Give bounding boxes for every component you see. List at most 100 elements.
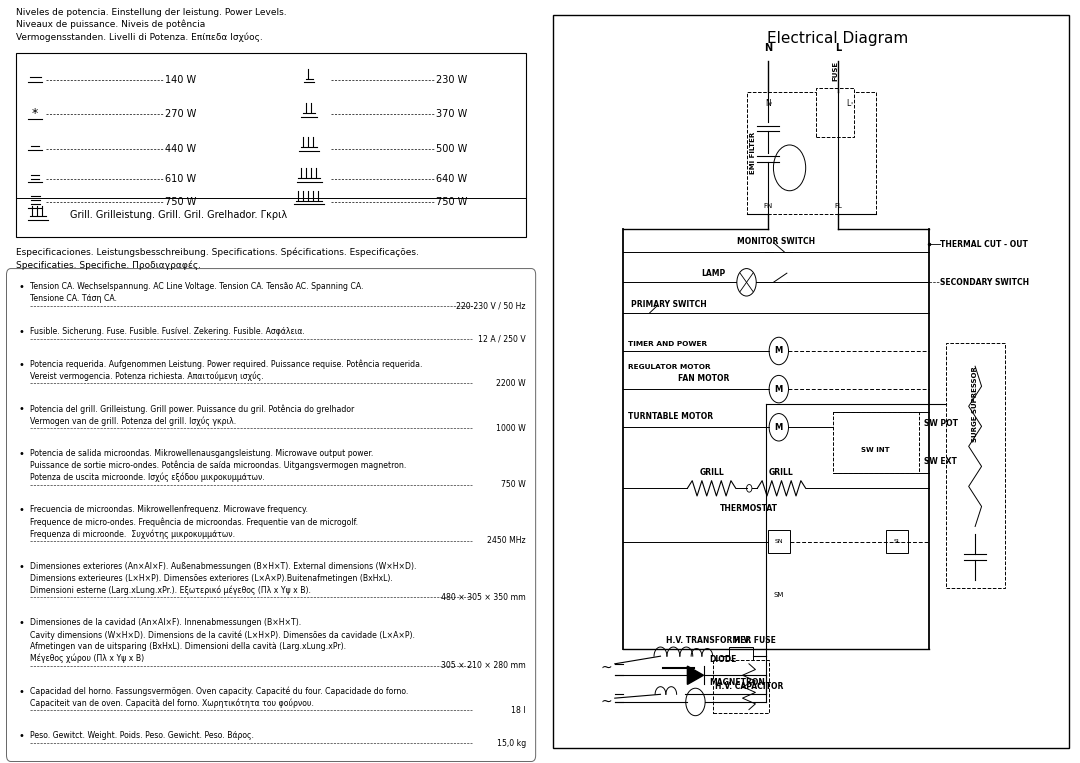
Text: H.V. CAPACITOR: H.V. CAPACITOR	[715, 682, 784, 691]
Text: MONITOR SWITCH: MONITOR SWITCH	[737, 237, 815, 246]
Text: SURGE SUPRESSOR: SURGE SUPRESSOR	[972, 366, 978, 443]
Text: Potencia de salida microondas. Mikrowellenausgangsleistung. Microwave output pow: Potencia de salida microondas. Mikrowell…	[30, 449, 374, 458]
Bar	[768, 530, 789, 553]
Text: TURNTABLE MOTOR: TURNTABLE MOTOR	[629, 412, 713, 421]
Text: SN: SN	[774, 539, 783, 544]
Text: 750 W: 750 W	[501, 480, 526, 489]
Circle shape	[773, 145, 806, 191]
Text: •: •	[19, 360, 25, 370]
Text: Vereist vermogencia. Potenza richiesta. Απαιτούμενη ισχύς.: Vereist vermogencia. Potenza richiesta. …	[30, 372, 264, 381]
Text: N: N	[765, 98, 771, 108]
Text: MAGNETRON: MAGNETRON	[708, 678, 765, 687]
Text: L: L	[847, 98, 851, 108]
Text: ~: ~	[600, 661, 612, 674]
Text: •: •	[19, 687, 25, 697]
Text: •: •	[19, 562, 25, 572]
Text: Dimensions exterieures (L×H×P). Dimensões exteriores (L×A×P).Buitenafmetingen (B: Dimensions exterieures (L×H×P). Dimensõe…	[30, 574, 393, 583]
Text: SM: SM	[773, 592, 784, 598]
Text: Dimensiones de la cavidad (An×Al×F). Innenabmessungen (B×H×T).: Dimensiones de la cavidad (An×Al×F). Inn…	[30, 618, 301, 627]
Text: GRILL: GRILL	[699, 468, 724, 477]
Text: •: •	[19, 618, 25, 629]
Text: Frequenza di microonde.  Συχνότης μικροκυμμάτων.: Frequenza di microonde. Συχνότης μικροκυ…	[30, 530, 235, 539]
Text: Μέγεθος χώρου (Πλ x Υψ x Β): Μέγεθος χώρου (Πλ x Υψ x Β)	[30, 654, 144, 663]
Text: EMI FILTER: EMI FILTER	[750, 131, 756, 174]
Text: 12 A / 250 V: 12 A / 250 V	[478, 334, 526, 343]
Bar	[816, 88, 854, 137]
Text: 1000 W: 1000 W	[496, 423, 526, 433]
Text: Electrical Diagram: Electrical Diagram	[768, 31, 908, 46]
Circle shape	[769, 414, 788, 441]
Text: 15,0 kg: 15,0 kg	[497, 739, 526, 748]
Bar	[16, 53, 526, 237]
Text: Afmetingen van de uitsparing (BxHxL). Dimensioni della cavità (Larg.xLung.xPr).: Afmetingen van de uitsparing (BxHxL). Di…	[30, 642, 346, 651]
Text: 18 l: 18 l	[511, 706, 526, 715]
Text: TIMER AND POWER: TIMER AND POWER	[629, 341, 707, 347]
Text: 230 W: 230 W	[436, 75, 468, 85]
Circle shape	[686, 688, 705, 716]
Text: SW EXT: SW EXT	[924, 457, 957, 466]
Text: SW POT: SW POT	[924, 419, 958, 428]
Text: •: •	[19, 404, 25, 414]
Text: *: *	[32, 107, 39, 121]
Text: •: •	[19, 282, 25, 292]
Text: Cavity dimensions (W×H×D). Dimensions de la cavité (L×H×P). Dimensões da cavidad: Cavity dimensions (W×H×D). Dimensions de…	[30, 630, 415, 639]
Text: PRIMARY SWITCH: PRIMARY SWITCH	[631, 300, 706, 309]
Text: THERMOSTAT: THERMOSTAT	[720, 504, 779, 513]
Text: LAMP: LAMP	[701, 269, 725, 278]
Text: Especificaciones. Leistungsbesschreibung. Specifications. Spécifications. Especi: Especificaciones. Leistungsbesschreibung…	[16, 248, 419, 270]
Text: DIODE: DIODE	[708, 655, 737, 664]
Text: SW INT: SW INT	[862, 447, 890, 453]
Text: Dimensiones exteriores (An×Al×F). Außenabmessungen (B×H×T). External dimensions : Dimensiones exteriores (An×Al×F). Außena…	[30, 562, 416, 571]
Circle shape	[746, 485, 752, 492]
Text: 640 W: 640 W	[436, 174, 468, 185]
Text: Vermogen van de grill. Potenza del grill. Ισχύς γκριλ.: Vermogen van de grill. Potenza del grill…	[30, 417, 237, 426]
Text: •: •	[19, 327, 25, 337]
Bar	[833, 412, 919, 473]
Bar	[946, 343, 1004, 588]
Bar	[729, 647, 753, 665]
Text: ': '	[850, 102, 852, 111]
Text: ~: ~	[600, 695, 612, 709]
Text: 610 W: 610 W	[165, 174, 197, 185]
Text: 480 × 305 × 350 mm: 480 × 305 × 350 mm	[441, 593, 526, 602]
Text: Potencia del grill. Grilleistung. Grill power. Puissance du gril. Potência do gr: Potencia del grill. Grilleistung. Grill …	[30, 404, 354, 414]
Text: H.V. FUSE: H.V. FUSE	[734, 636, 777, 645]
Text: FUSE: FUSE	[833, 61, 838, 81]
Text: Potenza de uscita microonde. Ισχύς εξόδου μικροκυμμάτων.: Potenza de uscita microonde. Ισχύς εξόδο…	[30, 473, 265, 482]
Text: Grill. Grilleistung. Grill. Gril. Grelhador. Γκριλ: Grill. Grilleistung. Grill. Gril. Grelha…	[70, 210, 287, 221]
Circle shape	[769, 337, 788, 365]
Text: M: M	[774, 346, 783, 356]
Text: Puissance de sortie micro-ondes. Potência de saída microondas. Uitgangsvermogen : Puissance de sortie micro-ondes. Potênci…	[30, 461, 406, 470]
Text: REGULATOR MOTOR: REGULATOR MOTOR	[629, 364, 711, 370]
Text: 750 W: 750 W	[165, 197, 197, 208]
Circle shape	[737, 269, 756, 296]
FancyBboxPatch shape	[6, 269, 536, 761]
Text: Niveles de potencia. Einstellung der leistung. Power Levels.
Niveaux de puissanc: Niveles de potencia. Einstellung der lei…	[16, 8, 287, 42]
Text: Frecuencia de microondas. Mikrowellenfrequenz. Microwave frequency.: Frecuencia de microondas. Mikrowellenfre…	[30, 506, 308, 514]
Text: H.V. TRANSFORMER: H.V. TRANSFORMER	[666, 636, 751, 645]
Text: FAN MOTOR: FAN MOTOR	[678, 374, 729, 383]
Text: N: N	[764, 43, 772, 53]
Text: 2450 MHz: 2450 MHz	[487, 536, 526, 546]
Text: 2200 W: 2200 W	[497, 379, 526, 388]
Text: 220-230 V / 50 Hz: 220-230 V / 50 Hz	[457, 301, 526, 311]
Text: FL: FL	[834, 203, 842, 209]
Text: Dimensioni esterne (Larg.xLung.xPr.). Εξωτερικό μέγεθος (Πλ x Υψ x Β).: Dimensioni esterne (Larg.xLung.xPr.). Εξ…	[30, 586, 311, 595]
Circle shape	[769, 375, 788, 403]
Text: Fusible. Sicherung. Fuse. Fusible. Fusível. Zekering. Fusible. Ασφάλεια.: Fusible. Sicherung. Fuse. Fusible. Fusív…	[30, 327, 305, 336]
Text: M: M	[774, 423, 783, 432]
Text: •: •	[19, 506, 25, 516]
Text: Peso. Gewitct. Weight. Poids. Peso. Gewicht. Peso. Βάρος.: Peso. Gewitct. Weight. Poids. Peso. Gewi…	[30, 731, 254, 740]
Text: Capaciteit van de oven. Capacità del forno. Χωρητικότητα του φούρνου.: Capaciteit van de oven. Capacità del for…	[30, 699, 314, 708]
Text: GRILL: GRILL	[769, 468, 794, 477]
Text: Tension CA. Wechselspannung. AC Line Voltage. Tension CA. Tensão AC. Spanning CA: Tension CA. Wechselspannung. AC Line Vol…	[30, 282, 363, 291]
Polygon shape	[687, 666, 703, 684]
Text: •: •	[19, 731, 25, 742]
Text: Tensione CA. Tάση CA.: Tensione CA. Tάση CA.	[30, 295, 117, 303]
Text: 440 W: 440 W	[165, 143, 197, 154]
Text: 370 W: 370 W	[436, 109, 468, 120]
Bar	[746, 92, 876, 214]
Text: •: •	[19, 449, 25, 459]
Text: 305 × 210 × 280 mm: 305 × 210 × 280 mm	[441, 662, 526, 670]
Text: SL: SL	[893, 539, 901, 544]
